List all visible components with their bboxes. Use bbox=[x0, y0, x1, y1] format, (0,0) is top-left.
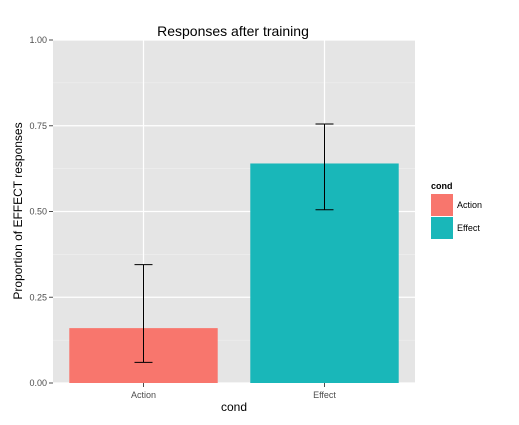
legend: cond Action Effect bbox=[431, 181, 482, 239]
legend-label: Effect bbox=[457, 223, 480, 233]
y-tick-label: 0.25 bbox=[29, 292, 47, 302]
legend-swatch bbox=[431, 217, 453, 239]
y-tick-label: 0.75 bbox=[29, 121, 47, 131]
legend-item-effect: Effect bbox=[431, 217, 480, 239]
x-tick-label: Effect bbox=[313, 390, 336, 400]
y-tick-label: 1.00 bbox=[29, 35, 47, 45]
y-tick-label: 0.50 bbox=[29, 207, 47, 217]
chart-title: Responses after training bbox=[157, 23, 309, 39]
y-axis-title: Proportion of EFFECT responses bbox=[11, 122, 25, 299]
legend-title: cond bbox=[431, 181, 453, 191]
x-axis-title: cond bbox=[221, 400, 247, 414]
y-tick-label: 0.00 bbox=[29, 378, 47, 388]
legend-swatch bbox=[431, 194, 453, 216]
x-tick-label: Action bbox=[131, 390, 156, 400]
legend-label: Action bbox=[457, 200, 482, 210]
error-bar-effect bbox=[315, 123, 334, 211]
legend-item-action: Action bbox=[431, 194, 482, 216]
y-axis: 0.00 0.25 0.50 0.75 1.00 bbox=[29, 35, 53, 388]
x-axis: Action Effect bbox=[131, 383, 336, 400]
error-bar-action bbox=[134, 264, 153, 363]
error-bars bbox=[134, 123, 334, 363]
